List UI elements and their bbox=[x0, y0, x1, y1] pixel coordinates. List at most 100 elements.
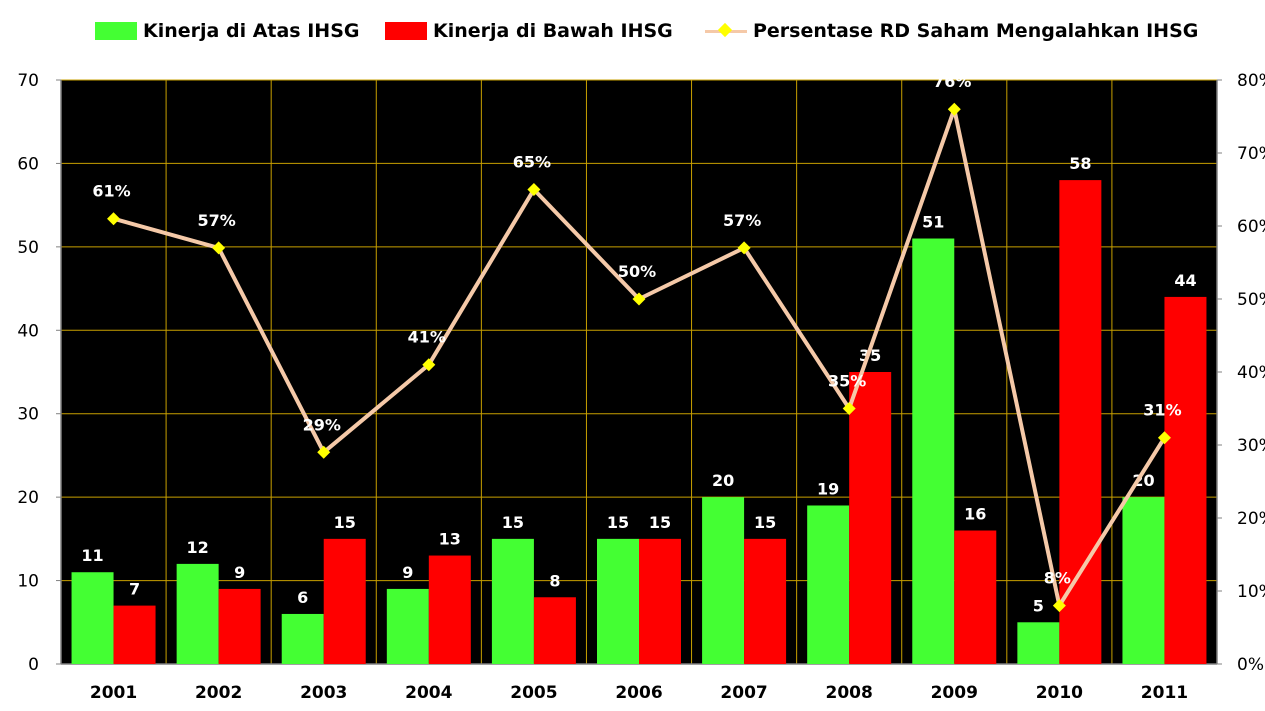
x-axis-tick-label: 2007 bbox=[720, 683, 767, 703]
line-marker bbox=[317, 445, 331, 459]
right-axis-tick-label: 0% bbox=[1237, 655, 1264, 675]
legend-line-marker-icon bbox=[705, 22, 747, 40]
line-marker bbox=[842, 402, 856, 415]
bar-data-label: 8 bbox=[549, 571, 560, 590]
legend-label-above: Kinerja di Atas IHSG bbox=[143, 20, 360, 42]
bar-data-label: 5 bbox=[1033, 596, 1044, 615]
line-marker bbox=[107, 212, 121, 226]
legend-item-below: Kinerja di Bawah IHSG bbox=[385, 14, 673, 48]
bar-below bbox=[954, 530, 997, 664]
x-axis-tick-label: 2010 bbox=[1036, 683, 1083, 703]
bar-data-label: 11 bbox=[81, 546, 103, 565]
bar-below bbox=[744, 538, 787, 664]
bar-below bbox=[533, 597, 576, 664]
bar-data-label: 19 bbox=[817, 479, 839, 498]
bar-above bbox=[912, 238, 955, 664]
line-marker bbox=[212, 241, 226, 255]
line-marker bbox=[737, 241, 751, 255]
line-data-label: 29% bbox=[303, 415, 341, 434]
x-axis-tick-label: 2005 bbox=[510, 683, 557, 703]
bar-below bbox=[428, 555, 471, 664]
bar-data-label: 15 bbox=[334, 513, 356, 532]
line-marker bbox=[422, 358, 436, 372]
x-axis-tick-label: 2011 bbox=[1141, 683, 1188, 703]
bar-data-label: 58 bbox=[1069, 154, 1091, 173]
right-axis-tick-label: 70% bbox=[1237, 144, 1265, 164]
bar-above bbox=[176, 563, 219, 664]
x-axis-tick-label: 2001 bbox=[90, 683, 137, 703]
left-axis-tick-label: 10 bbox=[17, 572, 39, 592]
bar-data-label: 44 bbox=[1174, 271, 1196, 290]
line-marker bbox=[527, 183, 541, 196]
right-axis-tick-label: 60% bbox=[1237, 217, 1265, 237]
left-axis-tick-label: 60 bbox=[17, 154, 39, 174]
bar-below bbox=[639, 538, 681, 664]
legend-label-below: Kinerja di Bawah IHSG bbox=[433, 20, 673, 42]
line-data-label: 50% bbox=[618, 262, 656, 281]
line-data-label: 8% bbox=[1044, 569, 1071, 588]
line-marker bbox=[632, 292, 646, 306]
x-axis-tick-label: 2002 bbox=[195, 683, 242, 703]
bar-data-label: 7 bbox=[129, 580, 140, 599]
bar-data-label: 15 bbox=[607, 513, 629, 532]
right-axis-tick-label: 80% bbox=[1237, 71, 1265, 91]
bar-above bbox=[702, 497, 745, 664]
right-axis-tick-label: 20% bbox=[1237, 509, 1265, 529]
bar-data-label: 9 bbox=[234, 563, 245, 582]
legend-swatch-red bbox=[385, 22, 427, 40]
legend-item-above: Kinerja di Atas IHSG bbox=[95, 14, 359, 48]
right-axis-tick-label: 10% bbox=[1237, 582, 1265, 602]
left-axis-tick-label: 70 bbox=[17, 71, 39, 91]
bar-data-label: 20 bbox=[1132, 471, 1154, 490]
bar-data-label: 15 bbox=[649, 513, 671, 532]
bar-data-label: 12 bbox=[187, 538, 209, 557]
left-axis-tick-label: 30 bbox=[17, 405, 39, 425]
line-data-label: 31% bbox=[1143, 401, 1181, 420]
right-axis-tick-label: 30% bbox=[1237, 436, 1265, 456]
legend-swatch-green bbox=[95, 22, 137, 40]
line-data-label: 41% bbox=[408, 328, 446, 347]
bar-below bbox=[218, 588, 261, 664]
bar-above bbox=[71, 572, 114, 664]
bar-data-label: 13 bbox=[439, 530, 461, 549]
bar-below bbox=[1164, 296, 1207, 664]
line-data-label: 61% bbox=[92, 182, 130, 201]
line-marker bbox=[1052, 599, 1066, 613]
bar-above bbox=[1017, 622, 1060, 664]
line-data-label: 65% bbox=[513, 153, 551, 172]
line-data-label: 35% bbox=[828, 372, 866, 391]
line-data-label: 57% bbox=[197, 211, 235, 230]
bar-data-label: 6 bbox=[297, 588, 308, 607]
left-axis-tick-label: 50 bbox=[17, 238, 39, 258]
bar-data-label: 16 bbox=[964, 505, 986, 524]
bar-above bbox=[1122, 497, 1165, 664]
left-axis-tick-label: 20 bbox=[17, 488, 39, 508]
bar-above bbox=[597, 538, 639, 664]
right-axis-tick-label: 50% bbox=[1237, 290, 1265, 310]
bar-data-label: 9 bbox=[402, 563, 413, 582]
bar-data-label: 15 bbox=[502, 513, 524, 532]
x-axis-tick-label: 2009 bbox=[931, 683, 978, 703]
bar-above bbox=[491, 538, 534, 664]
x-axis-tick-label: 2003 bbox=[300, 683, 347, 703]
legend-item-percentage: Persentase RD Saham Mengalahkan IHSG bbox=[705, 14, 1198, 48]
x-axis-tick-label: 2008 bbox=[826, 683, 873, 703]
bar-data-label: 20 bbox=[712, 471, 734, 490]
bar-data-label: 51 bbox=[922, 213, 944, 232]
right-axis-tick-label: 40% bbox=[1237, 363, 1265, 383]
line-data-label: 76% bbox=[933, 72, 971, 91]
left-axis-tick-label: 0 bbox=[28, 655, 39, 675]
bar-below bbox=[113, 605, 156, 664]
line-marker bbox=[1157, 431, 1171, 445]
line-marker bbox=[947, 102, 961, 116]
bar-above bbox=[386, 588, 429, 664]
bar-above bbox=[281, 613, 324, 664]
bar-above bbox=[807, 505, 850, 664]
x-axis-tick-label: 2004 bbox=[405, 683, 452, 703]
bar-below bbox=[849, 372, 892, 664]
bar-data-label: 15 bbox=[754, 513, 776, 532]
bar-below bbox=[1059, 180, 1102, 664]
legend-label-percentage: Persentase RD Saham Mengalahkan IHSG bbox=[753, 20, 1199, 42]
line-data-label: 57% bbox=[723, 211, 761, 230]
